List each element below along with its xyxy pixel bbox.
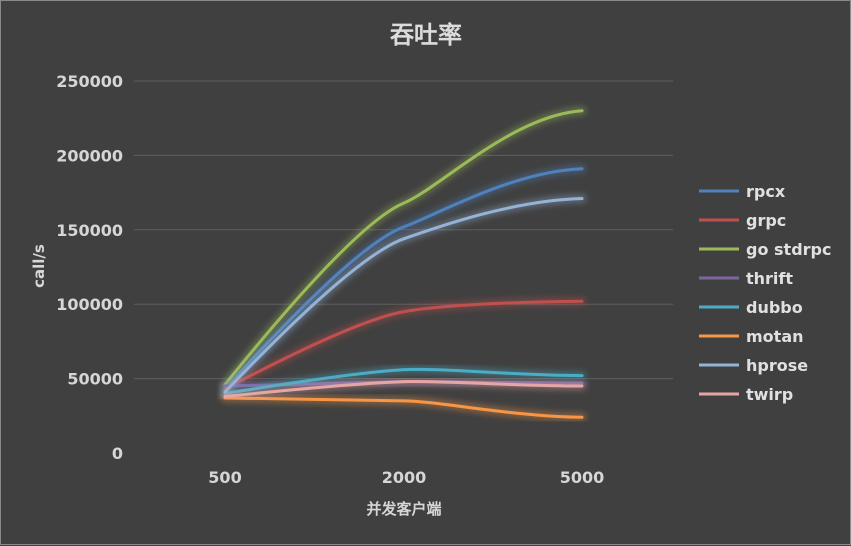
legend-label-twirp: twirp (746, 385, 793, 404)
x-tick-5000: 5000 (560, 468, 605, 487)
x-tick-2000: 2000 (382, 468, 427, 487)
series-lines (220, 106, 587, 422)
series-line-twirp (223, 379, 584, 398)
legend-label-go-stdrpc: go stdrpc (746, 240, 831, 259)
y-tick-200000: 200000 (56, 146, 123, 165)
series-line-dubbo (223, 367, 584, 395)
series-line-motan (223, 396, 584, 419)
legend: rpcx grpc go stdrpc thrift dubbo motan hprose t… (699, 182, 831, 404)
y-tick-50000: 50000 (67, 370, 123, 389)
x-tick-500: 500 (208, 468, 241, 487)
y-tick-labels: 0 50000 100000 150000 200000 250000 (56, 72, 123, 463)
series-line-grpc (223, 299, 584, 391)
legend-label-thrift: thrift (746, 269, 793, 288)
y-tick-250000: 250000 (56, 72, 123, 91)
y-tick-150000: 150000 (56, 221, 123, 240)
y-tick-100000: 100000 (56, 295, 123, 314)
x-tick-labels: 500 2000 5000 (208, 468, 604, 487)
x-axis-title: 并发客户端 (366, 500, 441, 518)
legend-label-rpcx: rpcx (746, 182, 786, 201)
series-line-rpcx (223, 167, 584, 391)
y-axis-title: call/s (30, 244, 48, 288)
series-line-go-stdrpc (223, 109, 584, 387)
series-line-hprose (223, 197, 584, 394)
chart-title: 吞吐率 (390, 21, 462, 49)
legend-label-hprose: hprose (746, 356, 808, 375)
y-tick-0: 0 (112, 444, 123, 463)
legend-label-dubbo: dubbo (746, 298, 803, 317)
legend-label-grpc: grpc (746, 211, 786, 230)
legend-label-motan: motan (746, 327, 804, 346)
